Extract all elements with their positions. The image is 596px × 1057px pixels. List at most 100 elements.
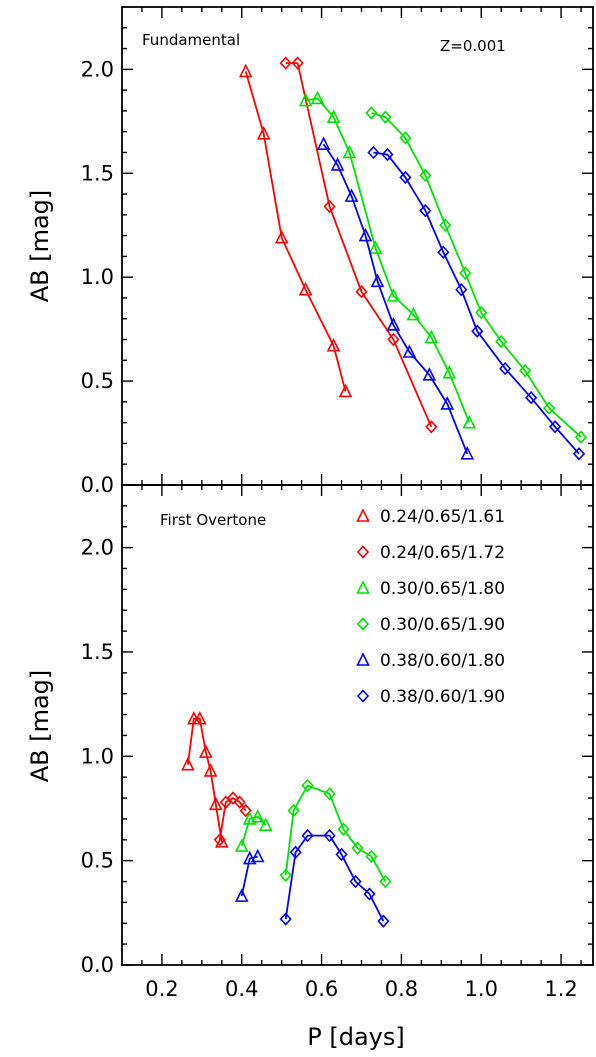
x-axis-title: P [days] [307, 1023, 404, 1051]
legend: 0.24/0.65/1.61 0.24/0.65/1.72 0.30/0.65/1.… [356, 507, 505, 707]
series-line [305, 97, 471, 424]
series-line [371, 112, 582, 438]
data-point [258, 817, 273, 831]
data-point [349, 874, 362, 889]
top-plot-frame [121, 6, 594, 486]
data-point [316, 136, 331, 150]
series-line [284, 834, 385, 922]
data-point [239, 803, 252, 818]
data-point [424, 329, 439, 344]
data-point [279, 912, 292, 926]
data-point [455, 282, 468, 297]
y-tick-label: 0.0 [81, 953, 114, 977]
series-line [285, 62, 433, 428]
top-panel-label: Fundamental [142, 31, 240, 49]
data-point [326, 337, 341, 352]
data-point [439, 218, 452, 232]
data-point [386, 317, 401, 331]
legend-label: 0.24/0.65/1.61 [380, 507, 505, 527]
top-y-axis-title: AB [mag] [26, 190, 54, 303]
data-point [574, 430, 588, 444]
data-point [342, 144, 357, 159]
legend-item: 0.30/0.65/1.90 [356, 615, 505, 635]
data-point [238, 63, 253, 78]
data-point [209, 796, 223, 811]
x-tick-label: 0.6 [305, 977, 338, 1001]
data-point [326, 109, 341, 123]
data-point [499, 361, 512, 376]
legend-item: 0.38/0.60/1.90 [356, 687, 505, 707]
y-tick-label: 0.5 [81, 369, 114, 393]
data-point [289, 845, 302, 859]
data-point [462, 414, 477, 429]
data-point [298, 281, 313, 296]
legend-marker [356, 617, 370, 631]
data-point [368, 240, 383, 254]
legend-label: 0.38/0.60/1.80 [380, 651, 505, 671]
data-point [193, 710, 207, 725]
data-point [459, 266, 472, 280]
metallicity-annotation: Z=0.001 [440, 37, 506, 55]
series-0 [181, 710, 229, 848]
data-point [440, 396, 455, 410]
data-point [226, 791, 240, 805]
data-point [495, 334, 508, 349]
y-tick-label: 1.5 [81, 161, 114, 185]
x-tick-label: 0.4 [225, 977, 258, 1001]
data-point [460, 446, 475, 460]
data-point [337, 822, 350, 837]
data-point [234, 838, 249, 852]
legend-label: 0.38/0.60/1.90 [380, 687, 505, 707]
data-point [386, 288, 401, 302]
y-tick-label: 0.5 [81, 849, 114, 873]
data-point [203, 763, 218, 777]
data-point [381, 147, 394, 162]
legend-label: 0.24/0.65/1.72 [380, 543, 505, 563]
legend-marker [356, 580, 370, 594]
data-point [242, 850, 257, 865]
series-2 [298, 90, 477, 429]
series-4 [316, 136, 475, 460]
y-tick-label: 2.0 [81, 536, 114, 560]
data-point [199, 744, 213, 758]
data-point [279, 868, 292, 882]
data-point [242, 811, 257, 825]
bottom-plot-frame [121, 484, 594, 966]
x-tick-label: 0.2 [145, 977, 178, 1001]
data-point [323, 828, 336, 843]
data-point [323, 199, 336, 214]
data-point [548, 420, 562, 434]
series-3 [279, 778, 392, 889]
data-point [301, 778, 314, 793]
data-point [279, 56, 292, 70]
data-point [214, 834, 229, 848]
first-overtone-panel: 0.2 0.4 0.6 0.8 1.0 1.2 0.0 0.5 1.0 1.5 2.0 0.24/0… [26, 484, 594, 1051]
data-point [363, 887, 376, 901]
data-point [351, 841, 364, 855]
data-point [355, 285, 368, 299]
bottom-y-axis-title: AB [mag] [26, 670, 54, 783]
data-point [250, 848, 265, 863]
legend-marker [356, 545, 370, 559]
series-2 [234, 809, 273, 852]
x-tick-label: 1.0 [465, 977, 498, 1001]
fundamental-panel: 0.0 0.5 1.0 1.5 2.0 Fundamental Z=0.001 AB [… [26, 6, 594, 497]
series-line [373, 151, 580, 455]
data-point [370, 273, 385, 288]
data-point [367, 145, 380, 160]
data-point [399, 170, 412, 185]
y-tick-label: 2.0 [81, 57, 114, 81]
data-point [298, 92, 313, 107]
data-point [425, 420, 438, 434]
data-point [181, 756, 195, 771]
data-point [543, 401, 556, 415]
data-point [379, 874, 392, 889]
y-tick-label: 1.0 [81, 744, 114, 768]
data-point [442, 364, 457, 379]
x-tick-label: 0.8 [385, 977, 418, 1001]
data-point [338, 383, 353, 398]
data-point [250, 809, 265, 823]
y-tick-label: 0.0 [81, 473, 114, 497]
data-point [419, 168, 432, 183]
series-line [284, 784, 387, 882]
